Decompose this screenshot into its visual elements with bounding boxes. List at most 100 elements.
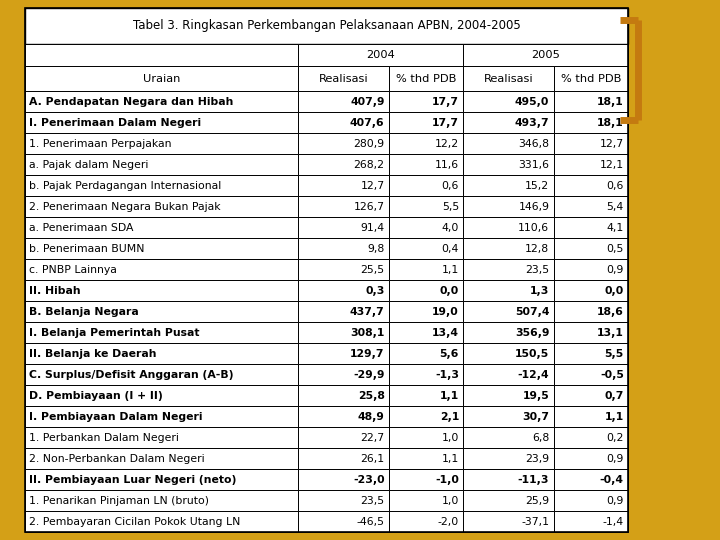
Bar <box>299 44 463 66</box>
Text: a. Pajak dalam Negeri: a. Pajak dalam Negeri <box>29 160 148 170</box>
Bar <box>554 66 628 91</box>
Bar <box>25 238 299 259</box>
Text: 0,6: 0,6 <box>606 181 624 191</box>
Text: 17,7: 17,7 <box>432 118 459 128</box>
Bar <box>463 469 554 490</box>
Text: -23,0: -23,0 <box>353 475 384 484</box>
Bar <box>389 469 463 490</box>
Text: 19,5: 19,5 <box>523 390 549 401</box>
Text: 25,5: 25,5 <box>361 265 384 275</box>
Text: 126,7: 126,7 <box>354 202 384 212</box>
Text: % thd PDB: % thd PDB <box>561 74 621 84</box>
Text: 4,1: 4,1 <box>606 222 624 233</box>
Text: 437,7: 437,7 <box>350 307 384 316</box>
Bar <box>25 301 299 322</box>
Bar <box>25 406 299 427</box>
Text: 17,7: 17,7 <box>432 97 459 107</box>
Bar <box>554 154 628 176</box>
Bar <box>299 154 389 176</box>
Bar <box>25 66 299 91</box>
Text: 0,9: 0,9 <box>606 454 624 463</box>
Bar <box>389 301 463 322</box>
Text: 346,8: 346,8 <box>518 139 549 149</box>
Text: 11,6: 11,6 <box>435 160 459 170</box>
Bar <box>299 238 389 259</box>
Bar <box>299 66 389 91</box>
Bar <box>299 217 389 238</box>
Bar <box>554 238 628 259</box>
Text: 1,3: 1,3 <box>530 286 549 296</box>
Text: D. Pembiayaan (I + II): D. Pembiayaan (I + II) <box>29 390 163 401</box>
Bar <box>299 511 389 532</box>
Text: II. Belanja ke Daerah: II. Belanja ke Daerah <box>29 349 156 359</box>
Text: 13,4: 13,4 <box>432 328 459 338</box>
Bar <box>554 364 628 385</box>
Text: 2005: 2005 <box>531 50 560 60</box>
Text: 407,9: 407,9 <box>350 97 384 107</box>
Text: -2,0: -2,0 <box>438 516 459 526</box>
Bar <box>299 364 389 385</box>
Text: 0,9: 0,9 <box>606 265 624 275</box>
Text: 9,8: 9,8 <box>367 244 384 254</box>
Bar <box>299 133 389 154</box>
Bar <box>299 406 389 427</box>
Text: 0,3: 0,3 <box>365 286 384 296</box>
Bar <box>389 66 463 91</box>
Text: Realisasi: Realisasi <box>484 74 534 84</box>
Text: 25,9: 25,9 <box>525 496 549 505</box>
Text: 0,5: 0,5 <box>606 244 624 254</box>
Text: I. Belanja Pemerintah Pusat: I. Belanja Pemerintah Pusat <box>29 328 199 338</box>
Text: 18,6: 18,6 <box>597 307 624 316</box>
Text: 495,0: 495,0 <box>515 97 549 107</box>
Text: 12,7: 12,7 <box>600 139 624 149</box>
Bar <box>463 133 554 154</box>
Text: 1. Penarikan Pinjaman LN (bruto): 1. Penarikan Pinjaman LN (bruto) <box>29 496 209 505</box>
Text: 1,1: 1,1 <box>440 390 459 401</box>
Text: 4,0: 4,0 <box>441 222 459 233</box>
Text: -29,9: -29,9 <box>353 369 384 380</box>
Bar <box>299 196 389 217</box>
Text: -0,5: -0,5 <box>600 369 624 380</box>
Bar <box>25 427 299 448</box>
Text: 5,6: 5,6 <box>440 349 459 359</box>
Bar <box>389 406 463 427</box>
Bar <box>463 511 554 532</box>
Bar <box>389 322 463 343</box>
Text: C. Surplus/Defisit Anggaran (A-B): C. Surplus/Defisit Anggaran (A-B) <box>29 369 233 380</box>
Bar <box>299 322 389 343</box>
Text: -0,4: -0,4 <box>600 475 624 484</box>
Text: 146,9: 146,9 <box>518 202 549 212</box>
Bar <box>299 280 389 301</box>
Bar <box>463 91 554 112</box>
Bar <box>554 259 628 280</box>
Text: 12,1: 12,1 <box>600 160 624 170</box>
Text: 0,7: 0,7 <box>604 390 624 401</box>
Text: 23,5: 23,5 <box>361 496 384 505</box>
Bar <box>25 280 299 301</box>
Bar <box>299 343 389 364</box>
Text: 0,4: 0,4 <box>441 244 459 254</box>
Bar <box>299 91 389 112</box>
Text: 1,1: 1,1 <box>605 411 624 422</box>
Bar <box>554 91 628 112</box>
Bar <box>554 469 628 490</box>
Text: 331,6: 331,6 <box>518 160 549 170</box>
Bar <box>389 511 463 532</box>
Text: 356,9: 356,9 <box>515 328 549 338</box>
Text: 110,6: 110,6 <box>518 222 549 233</box>
Bar <box>389 280 463 301</box>
Text: 280,9: 280,9 <box>354 139 384 149</box>
Text: -11,3: -11,3 <box>518 475 549 484</box>
Text: 26,1: 26,1 <box>361 454 384 463</box>
Bar <box>25 217 299 238</box>
Bar <box>25 196 299 217</box>
Bar <box>463 154 554 176</box>
Bar <box>299 301 389 322</box>
Bar <box>25 511 299 532</box>
Bar <box>554 301 628 322</box>
Bar <box>463 259 554 280</box>
Bar <box>389 448 463 469</box>
Text: 19,0: 19,0 <box>432 307 459 316</box>
Bar <box>389 154 463 176</box>
Text: Uraian: Uraian <box>143 74 181 84</box>
